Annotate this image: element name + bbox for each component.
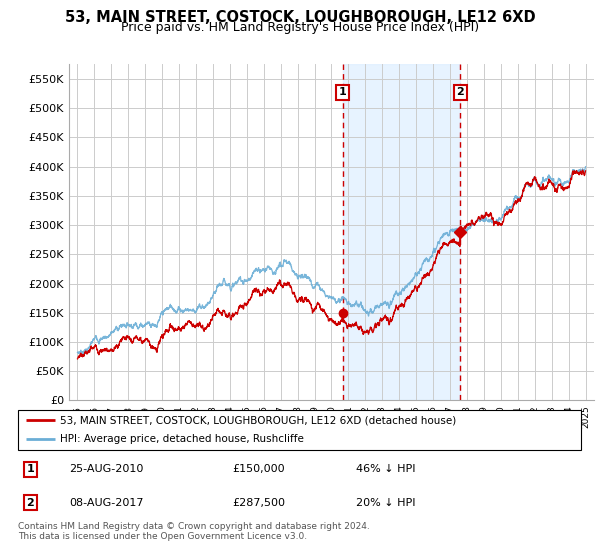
Text: £287,500: £287,500 (232, 497, 286, 507)
Text: 46% ↓ HPI: 46% ↓ HPI (356, 464, 416, 474)
Text: 53, MAIN STREET, COSTOCK, LOUGHBOROUGH, LE12 6XD (detached house): 53, MAIN STREET, COSTOCK, LOUGHBOROUGH, … (60, 415, 457, 425)
Text: HPI: Average price, detached house, Rushcliffe: HPI: Average price, detached house, Rush… (60, 435, 304, 445)
Text: 20% ↓ HPI: 20% ↓ HPI (356, 497, 416, 507)
Text: 1: 1 (338, 87, 346, 97)
Bar (586, 64, 594, 400)
Text: 25-AUG-2010: 25-AUG-2010 (69, 464, 143, 474)
Text: Price paid vs. HM Land Registry's House Price Index (HPI): Price paid vs. HM Land Registry's House … (121, 21, 479, 34)
Text: £150,000: £150,000 (232, 464, 285, 474)
Text: 53, MAIN STREET, COSTOCK, LOUGHBOROUGH, LE12 6XD: 53, MAIN STREET, COSTOCK, LOUGHBOROUGH, … (65, 10, 535, 25)
Text: 2: 2 (26, 497, 34, 507)
Bar (343, 64, 460, 400)
Text: Contains HM Land Registry data © Crown copyright and database right 2024.
This d: Contains HM Land Registry data © Crown c… (18, 522, 370, 542)
FancyBboxPatch shape (18, 410, 581, 450)
Text: 08-AUG-2017: 08-AUG-2017 (69, 497, 143, 507)
Text: 1: 1 (26, 464, 34, 474)
Text: 2: 2 (457, 87, 464, 97)
